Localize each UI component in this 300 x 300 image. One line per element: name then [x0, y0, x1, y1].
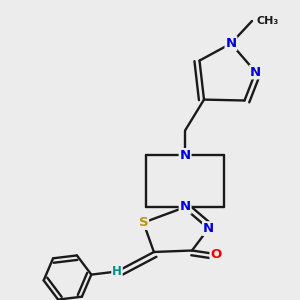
Text: S: S [139, 216, 148, 229]
Text: O: O [210, 248, 222, 261]
Text: N: N [250, 65, 261, 79]
Text: N: N [179, 200, 191, 214]
Text: CH₃: CH₃ [256, 16, 279, 26]
Text: N: N [179, 149, 191, 162]
Text: H: H [112, 265, 122, 278]
Text: N: N [225, 37, 237, 50]
Text: N: N [203, 222, 214, 235]
